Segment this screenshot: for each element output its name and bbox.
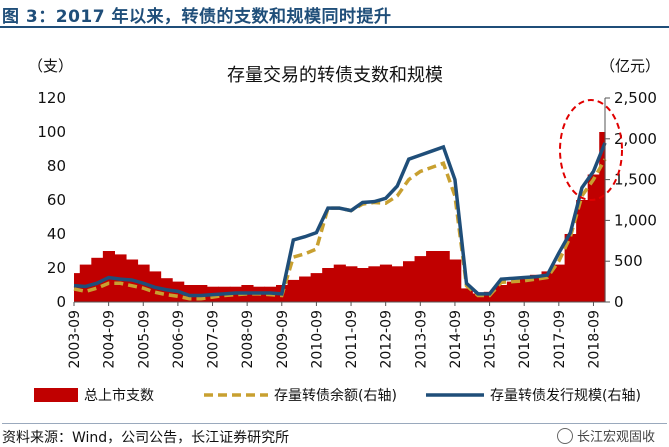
- x-tick-label: 2004-09: [102, 310, 118, 369]
- bar-mark: [345, 266, 358, 302]
- right-axis-unit: （亿元）: [600, 57, 660, 75]
- x-tick-label: 2010-09: [309, 310, 325, 369]
- right-tick-label: 2,000: [614, 130, 657, 148]
- bar-mark: [379, 264, 393, 302]
- bar-mark: [564, 234, 577, 302]
- bar-mark: [333, 264, 346, 302]
- bar-mark: [91, 257, 104, 302]
- left-axis-unit: （支）: [28, 57, 73, 75]
- bar-mark: [449, 259, 462, 302]
- legend-label-balance: 存量转债余额(右轴): [274, 387, 397, 404]
- legend-label-issue: 存量转债发行规模(右轴): [490, 388, 641, 404]
- x-tick-label: 2018-09: [586, 310, 602, 369]
- bar-mark: [426, 251, 439, 302]
- figure-footer: 资料来源：Wind，公司公告，长江证券研究所 长江宏观固收: [2, 423, 667, 446]
- x-tick-label: 2014-09: [448, 310, 464, 369]
- bar-mark: [368, 266, 381, 302]
- bar-mark: [529, 274, 543, 302]
- x-tick-label: 2009-09: [275, 310, 291, 369]
- x-tick-label: 2015-09: [483, 310, 499, 369]
- right-tick-label: 500: [614, 252, 643, 270]
- right-tick-label: 2,500: [614, 89, 657, 107]
- issue-line: [73, 142, 607, 298]
- left-tick-label: 60: [47, 191, 66, 209]
- x-tick-label: 2005-09: [136, 310, 152, 369]
- bar-mark: [299, 276, 312, 302]
- left-tick-label: 0: [56, 293, 66, 311]
- wechat-icon: [556, 428, 573, 444]
- bar-mark: [356, 268, 369, 302]
- bar-mark: [402, 261, 416, 302]
- chart: 存量交易的转债支数和规模 （支） （亿元） 0 20 40 60 80 100 120 0 50…: [28, 57, 660, 404]
- bar-mark: [460, 288, 473, 302]
- x-tick-label: 2017-09: [552, 310, 568, 369]
- x-tick-label: 2011-09: [344, 310, 360, 369]
- line-series: [73, 142, 607, 301]
- bar-mark: [576, 200, 589, 302]
- x-tick-label: 2006-09: [171, 310, 187, 369]
- x-tick-label: 2013-09: [413, 310, 429, 369]
- bar-mark: [472, 293, 485, 302]
- bar-mark: [287, 279, 300, 302]
- right-tick-label: 1,000: [614, 211, 657, 229]
- bar-mark: [587, 174, 600, 302]
- chart-title: 存量交易的转债支数和规模: [227, 65, 443, 86]
- right-tick-label: 1,500: [614, 171, 657, 189]
- watermark: 长江宏观固收: [556, 426, 655, 445]
- x-tick-label: 2007-09: [206, 310, 222, 369]
- left-tick-label: 20: [47, 259, 66, 277]
- bar-mark: [553, 264, 566, 302]
- bar-mark: [518, 278, 531, 302]
- left-tick-label: 40: [47, 225, 66, 243]
- highlight-ellipse: [559, 99, 623, 201]
- figure-header: 图 3：2017 年以来，转债的支数和规模同时提升: [0, 0, 669, 28]
- x-tick-label: 2016-09: [517, 310, 533, 369]
- bar-mark: [310, 273, 323, 302]
- legend-label-bars: 总上市支数: [84, 387, 154, 404]
- x-tick-label: 2012-09: [379, 310, 395, 369]
- x-tick-label: 2003-09: [67, 310, 83, 369]
- figure-title: 图 3：2017 年以来，转债的支数和规模同时提升: [2, 7, 392, 27]
- left-tick-label: 80: [47, 157, 66, 175]
- legend: 总上市支数 存量转债余额(右轴) 存量转债发行规模(右轴): [34, 387, 641, 404]
- bar-mark: [506, 281, 520, 302]
- bar-mark: [495, 285, 508, 302]
- bar-mark: [437, 251, 450, 302]
- bar-mark: [414, 256, 427, 302]
- right-tick-label: 0: [614, 293, 624, 311]
- left-tick-label: 120: [37, 89, 66, 107]
- bar-mark: [391, 266, 404, 302]
- axes: 0 20 40 60 80 100 120 0 500 1,000 1,500 2,000 2,500 2…: [37, 89, 657, 369]
- x-tick-label: 2008-09: [240, 310, 256, 369]
- watermark-text: 长江宏观固收: [576, 430, 655, 445]
- bar-mark: [599, 132, 606, 302]
- legend-swatch-bars: [34, 388, 78, 402]
- source-note: 资料来源：Wind，公司公告，长江证券研究所: [2, 430, 290, 446]
- bar-mark: [322, 268, 335, 302]
- bar-mark: [79, 264, 92, 302]
- left-tick-label: 100: [37, 123, 66, 141]
